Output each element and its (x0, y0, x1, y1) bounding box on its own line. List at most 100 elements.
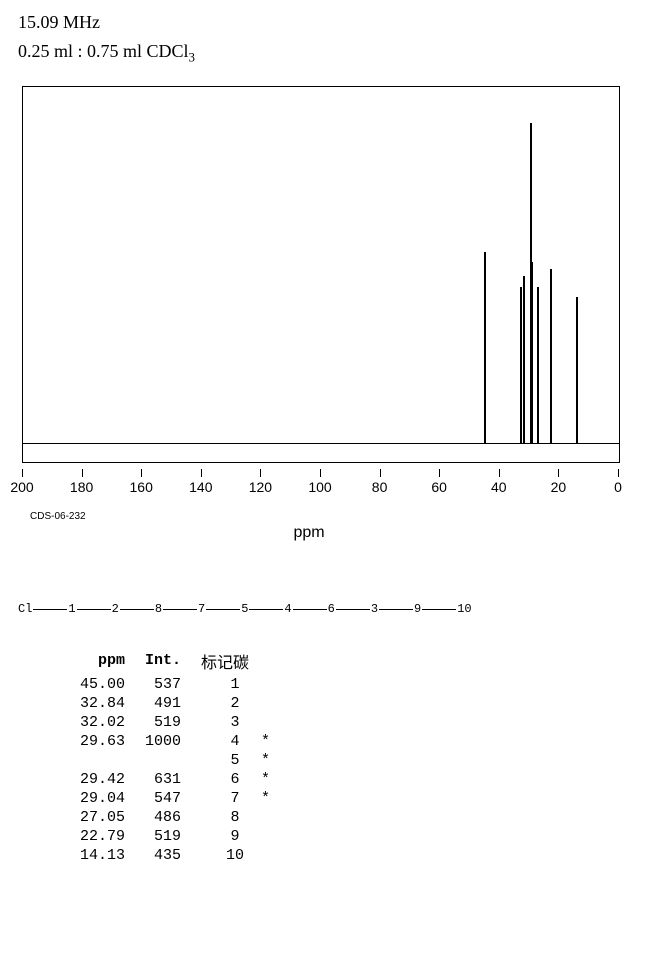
cell-int (135, 751, 191, 770)
col-header-assign: 标记碳 (191, 647, 259, 675)
table-header-row: ppm Int. 标记碳 (70, 647, 279, 675)
axis-tick-label: 60 (431, 479, 447, 495)
cell-assign: 4 (191, 732, 259, 751)
table-row: 14.1343510 (70, 846, 279, 865)
structure-node: 6 (328, 602, 335, 616)
spectrum-peak (484, 252, 486, 444)
table-row: 22.795199 (70, 827, 279, 846)
cell-assign: 10 (191, 846, 259, 865)
cell-assign: 3 (191, 713, 259, 732)
dataset-id-label: CDS-06-232 (30, 511, 652, 522)
cell-ppm: 32.84 (70, 694, 135, 713)
structure-bond (379, 609, 413, 610)
cell-star: * (259, 732, 279, 751)
structure-bond (293, 609, 327, 610)
structure-node: 4 (284, 602, 291, 616)
structure-bond (77, 609, 111, 610)
x-axis: 200180160140120100806040200 (22, 469, 618, 509)
structure-bond (336, 609, 370, 610)
cell-ppm: 29.42 (70, 770, 135, 789)
structure-bond (163, 609, 197, 610)
cell-int: 491 (135, 694, 191, 713)
structure-node: 7 (198, 602, 205, 616)
cell-assign: 8 (191, 808, 259, 827)
structure-node: 3 (371, 602, 378, 616)
axis-tick-label: 180 (70, 479, 93, 495)
table-row: 29.426316* (70, 770, 279, 789)
table-row: 45.005371 (70, 675, 279, 694)
spectrum-peak (537, 287, 539, 444)
cell-star: * (259, 789, 279, 808)
axis-tick (82, 469, 83, 477)
cell-ppm: 29.04 (70, 789, 135, 808)
axis-tick (320, 469, 321, 477)
structure-node: 8 (155, 602, 162, 616)
cell-int: 547 (135, 789, 191, 808)
cell-int: 537 (135, 675, 191, 694)
frequency-line: 15.09 MHz (18, 12, 652, 33)
cell-ppm: 22.79 (70, 827, 135, 846)
cell-assign: 5 (191, 751, 259, 770)
structure-node: Cl (18, 602, 32, 616)
axis-tick-label: 80 (372, 479, 388, 495)
structure-bond (33, 609, 67, 610)
axis-tick-label: 100 (308, 479, 331, 495)
solvent-prefix: 0.25 ml : 0.75 ml CDCl (18, 41, 189, 61)
col-header-star (259, 647, 279, 675)
axis-tick-label: 120 (249, 479, 272, 495)
axis-tick (260, 469, 261, 477)
cell-assign: 2 (191, 694, 259, 713)
solvent-line: 0.25 ml : 0.75 ml CDCl3 (18, 41, 652, 66)
cell-int: 519 (135, 827, 191, 846)
table-row: 29.6310004* (70, 732, 279, 751)
structure-node: 2 (112, 602, 119, 616)
spectrum-peak (550, 269, 552, 444)
table-row: 32.025193 (70, 713, 279, 732)
axis-tick-label: 200 (10, 479, 33, 495)
axis-tick (380, 469, 381, 477)
table-row: 27.054868 (70, 808, 279, 827)
cell-star: * (259, 751, 279, 770)
structure-bond (206, 609, 240, 610)
axis-tick (439, 469, 440, 477)
axis-tick-label: 160 (130, 479, 153, 495)
axis-tick-label: 0 (614, 479, 622, 495)
cell-int: 435 (135, 846, 191, 865)
x-axis-label: ppm (0, 524, 618, 542)
table-row: 29.045477* (70, 789, 279, 808)
axis-tick (618, 469, 619, 477)
cell-assign: 1 (191, 675, 259, 694)
structure-node: 10 (457, 602, 471, 616)
spectrum-peak (523, 276, 525, 444)
cell-star (259, 675, 279, 694)
cell-star (259, 713, 279, 732)
cell-star: * (259, 770, 279, 789)
cell-int: 486 (135, 808, 191, 827)
spectrum-peak (576, 297, 578, 444)
structure-node: 9 (414, 602, 421, 616)
cell-int: 631 (135, 770, 191, 789)
cell-ppm: 32.02 (70, 713, 135, 732)
axis-tick-label: 40 (491, 479, 507, 495)
axis-tick (499, 469, 500, 477)
cell-ppm (70, 751, 135, 770)
cell-star (259, 827, 279, 846)
cell-ppm: 29.63 (70, 732, 135, 751)
structure-node: 5 (241, 602, 248, 616)
cell-assign: 6 (191, 770, 259, 789)
cell-assign: 7 (191, 789, 259, 808)
spectrum-peak (531, 262, 533, 443)
cell-star (259, 808, 279, 827)
col-header-ppm: ppm (70, 647, 135, 675)
axis-tick (22, 469, 23, 477)
header-block: 15.09 MHz 0.25 ml : 0.75 ml CDCl3 (0, 0, 652, 66)
axis-tick-label: 140 (189, 479, 212, 495)
table-row: 32.844912 (70, 694, 279, 713)
carbon-chain-structure: Cl12875463910 (18, 602, 652, 617)
col-header-int: Int. (135, 647, 191, 675)
table-row: 5* (70, 751, 279, 770)
structure-bond (422, 609, 456, 610)
peak-data-table: ppm Int. 标记碳 45.00537132.84491232.025193… (70, 647, 279, 865)
axis-tick (141, 469, 142, 477)
axis-tick (558, 469, 559, 477)
